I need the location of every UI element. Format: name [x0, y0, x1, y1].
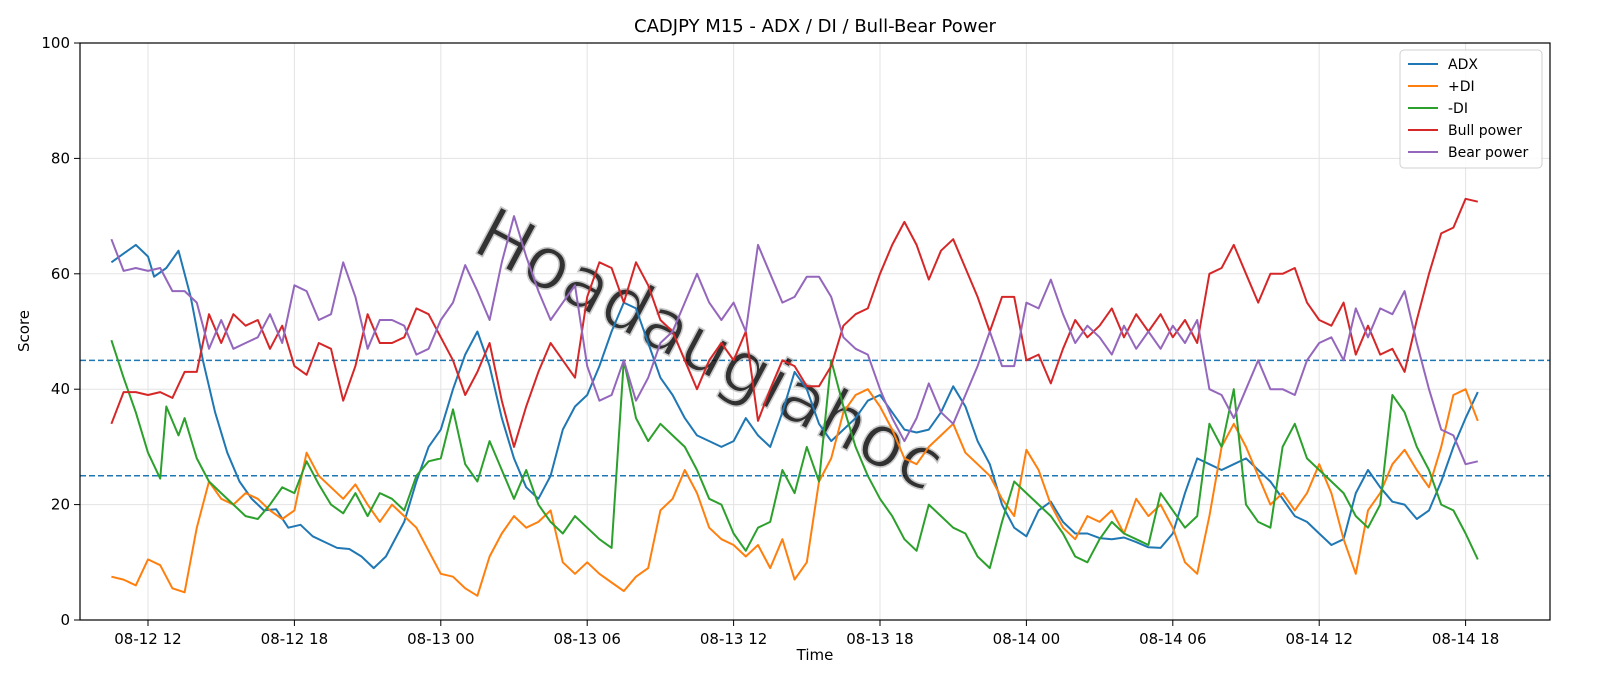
x-tick-label: 08-13 12: [700, 630, 767, 648]
series-layer: [110, 197, 1479, 597]
x-tick-label: 08-13 18: [846, 630, 913, 648]
series-line-di: [110, 339, 1479, 570]
x-tick-label: 08-14 00: [993, 630, 1060, 648]
y-axis: 0 20 40 60 80 100: [41, 34, 80, 629]
x-tick-label: 08-13 06: [553, 630, 620, 648]
x-tick-label: 08-14 18: [1432, 630, 1499, 648]
series-line-adx: [110, 243, 1479, 570]
legend: ADX +DI -DI Bull power Bear power: [1399, 49, 1543, 169]
legend-label: ADX: [1448, 57, 1478, 73]
chart-title: CADJPY M15 - ADX / DI / Bull-Bear Power: [634, 16, 996, 37]
x-tick-label: 08-12 12: [114, 630, 181, 648]
x-axis: 08-12 12 08-12 18 08-13 00 08-13 06 08-13 12…: [114, 620, 1499, 648]
series-line-bear-power: [110, 215, 1479, 466]
y-tick-label: 40: [51, 380, 70, 398]
x-tick-label: 08-14 06: [1139, 630, 1206, 648]
x-axis-label: Time: [796, 646, 834, 664]
legend-label: -DI: [1448, 101, 1468, 117]
y-tick-label: 60: [51, 265, 70, 283]
x-tick-label: 08-13 00: [407, 630, 474, 648]
legend-label: Bull power: [1448, 123, 1522, 139]
threshold-lines: [80, 359, 1550, 477]
series-line-di: [111, 388, 1479, 597]
y-axis-label: Score: [15, 310, 33, 352]
legend-box: [1399, 49, 1543, 169]
x-tick-label: 08-12 18: [261, 630, 328, 648]
y-tick-label: 100: [41, 34, 70, 52]
legend-label: +DI: [1448, 79, 1475, 95]
legend-label: Bear power: [1448, 145, 1529, 161]
plot-frame: [79, 42, 1551, 621]
y-tick-label: 80: [51, 149, 70, 167]
y-tick-label: 20: [51, 496, 70, 514]
series-line-bull-power: [110, 197, 1479, 448]
x-tick-label: 08-14 12: [1285, 630, 1352, 648]
y-tick-label: 0: [60, 611, 70, 629]
